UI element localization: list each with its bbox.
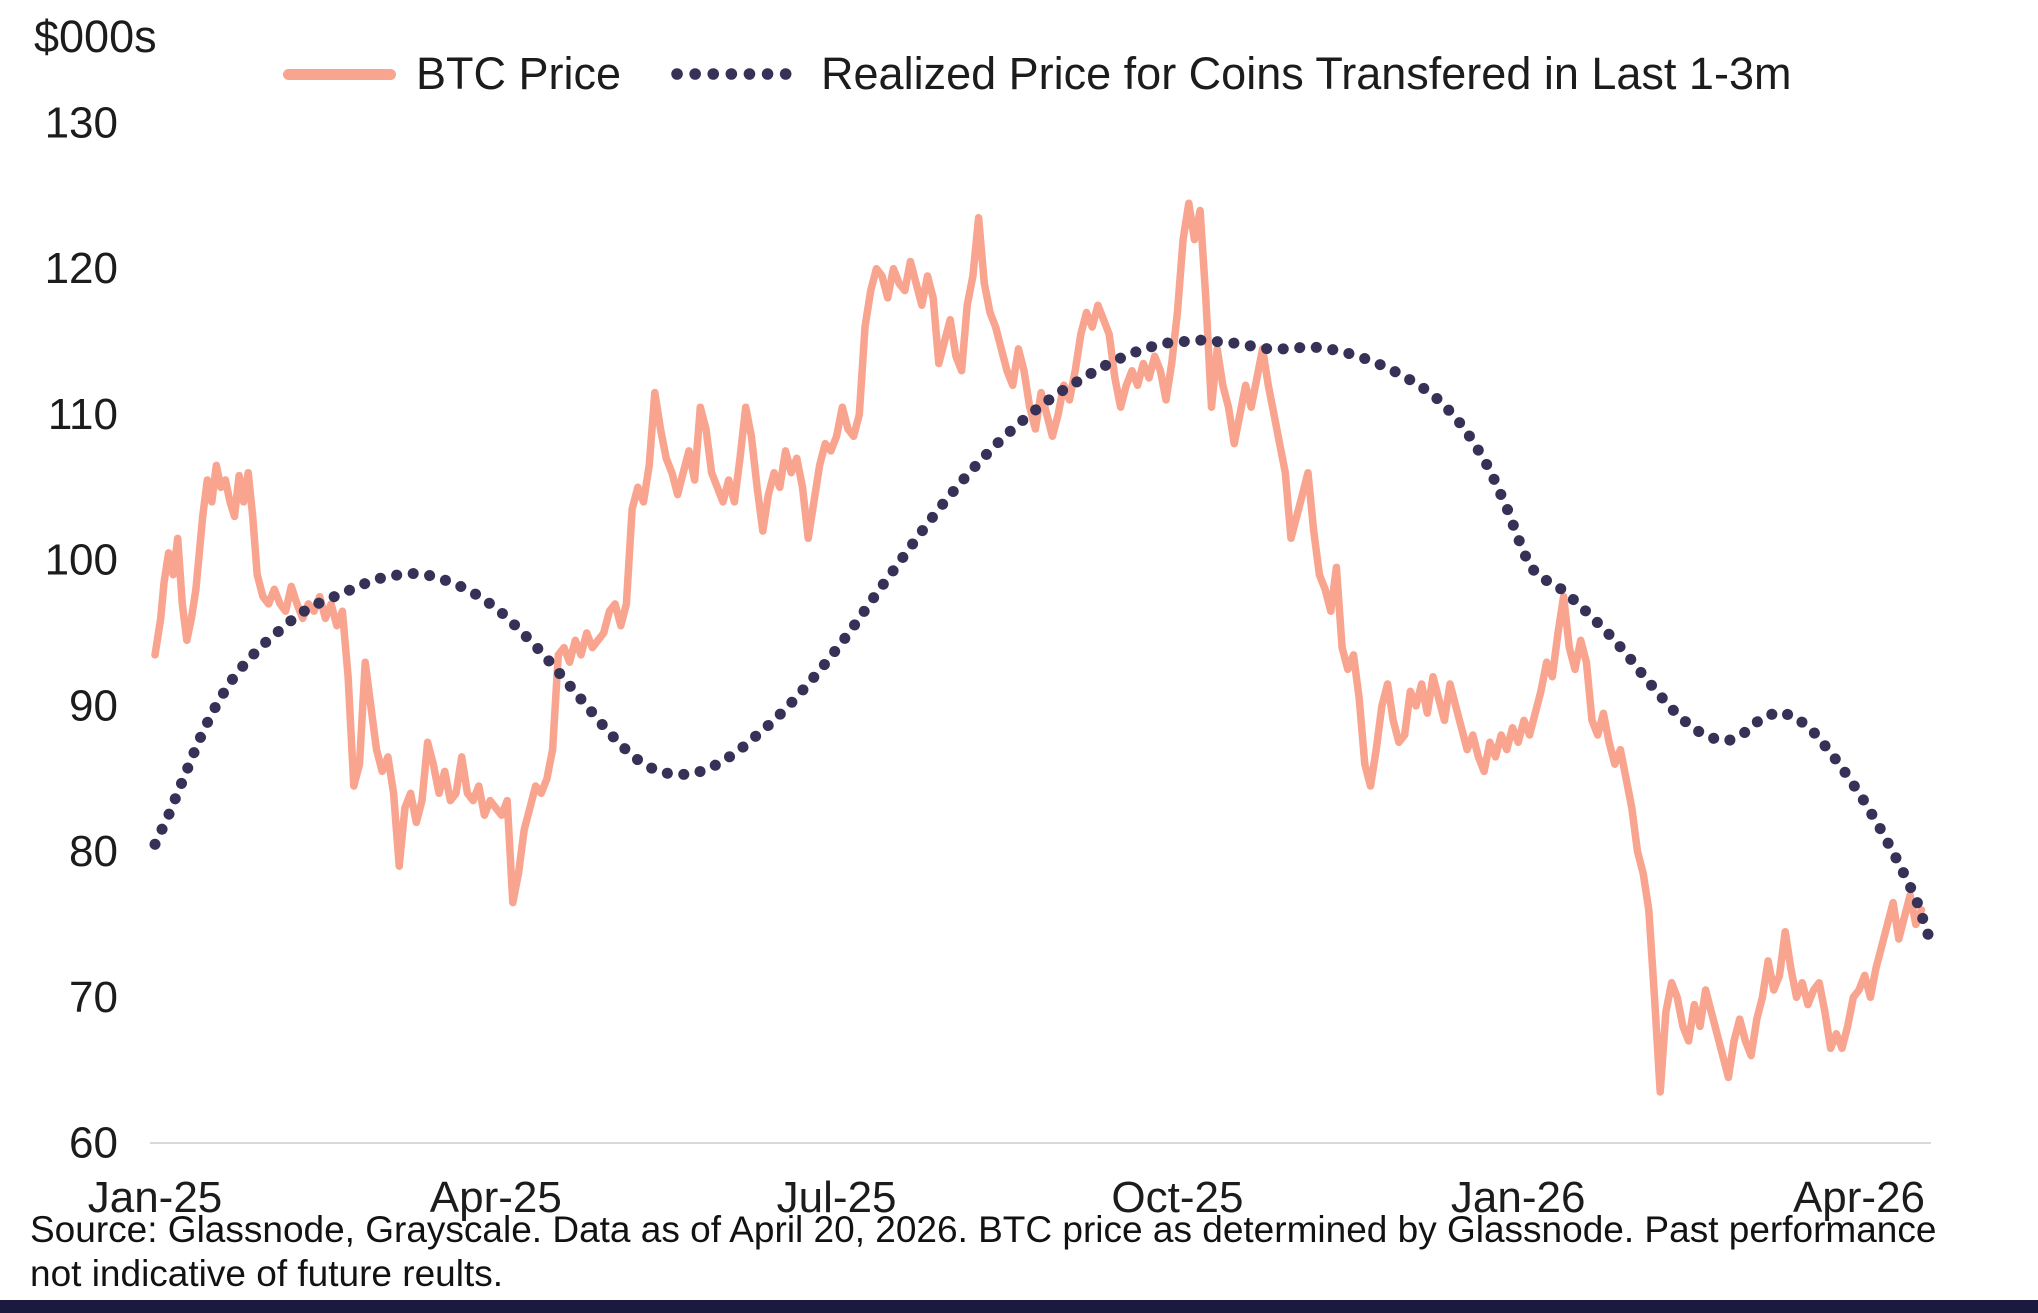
y-axis-unit-label: $000s	[34, 11, 157, 62]
x-tick-label: Apr-26	[1793, 1173, 1925, 1222]
x-tick-label: Apr-25	[430, 1173, 562, 1222]
btc-price-series	[151, 199, 1926, 1096]
y-tick-label: 90	[69, 681, 118, 730]
y-tick-label: 60	[69, 1119, 118, 1168]
x-tick-label: Jul-25	[777, 1173, 897, 1222]
legend-label-realized: Realized Price for Coins Transfered in L…	[821, 48, 1792, 99]
legend-label-btc: BTC Price	[416, 48, 622, 99]
legend: BTC Price Realized Price for Coins Trans…	[283, 48, 1791, 100]
legend-item-btc: BTC Price	[283, 48, 621, 100]
x-tick-label: Jan-26	[1451, 1173, 1586, 1222]
x-tick-label: Jan-25	[88, 1173, 223, 1222]
y-tick-label: 120	[45, 244, 118, 293]
y-tick-label: 130	[45, 99, 118, 148]
y-tick-label: 70	[69, 973, 118, 1022]
x-tick-label: Oct-25	[1111, 1173, 1243, 1222]
y-tick-label: 100	[45, 536, 118, 585]
btc-line-swatch	[283, 68, 396, 80]
y-tick-label: 110	[48, 390, 118, 439]
y-tick-label: 80	[69, 827, 118, 876]
source-note: Source: Glassnode, Grayscale. Data as of…	[30, 1209, 1937, 1294]
realized-price-series	[149, 334, 1939, 955]
realized-dotted-swatch	[671, 68, 801, 80]
legend-item-realized: Realized Price for Coins Transfered in L…	[669, 48, 1791, 100]
bottom-accent-bar	[0, 1300, 2038, 1313]
